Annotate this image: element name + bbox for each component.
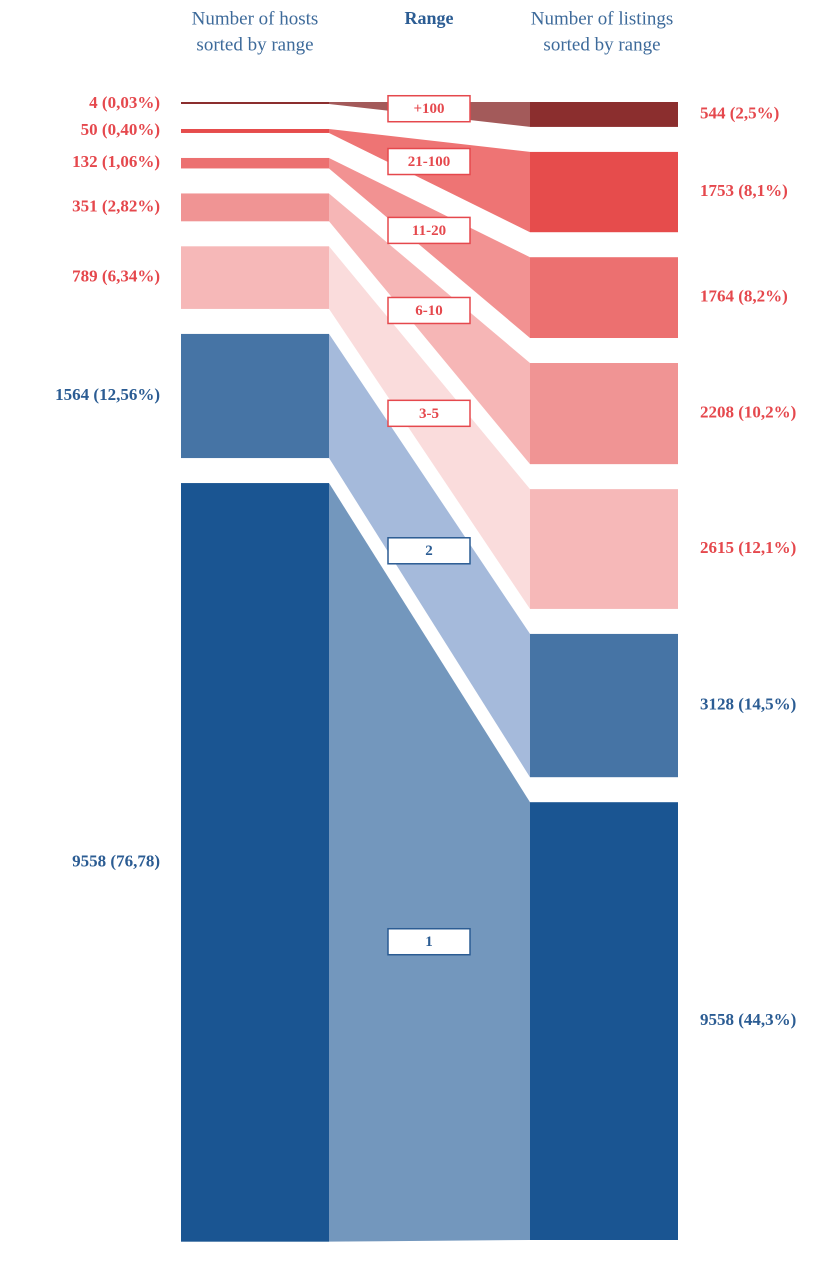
value-label: 132 (1,06%) (72, 152, 160, 171)
bar (181, 129, 329, 133)
value-label: 4 (0,03%) (89, 93, 160, 112)
flow (329, 157, 530, 339)
range-box (387, 537, 471, 565)
range-header: Range (405, 8, 454, 28)
value-label: 1564 (12,56%) (55, 385, 160, 404)
value-label: 1764 (8,2%) (700, 287, 788, 306)
bar (530, 802, 678, 1240)
bar (530, 102, 678, 127)
bar (181, 246, 329, 309)
bar (181, 483, 329, 1242)
bar (530, 257, 678, 339)
value-label: 544 (2,5%) (700, 103, 779, 122)
range-box (387, 216, 471, 245)
range-label: 1 (425, 934, 433, 950)
bar (530, 489, 678, 609)
flow (329, 129, 530, 233)
range-label: 6-10 (415, 303, 443, 319)
value-label: 351 (2,82%) (72, 196, 160, 215)
range-label: 11-20 (412, 223, 446, 239)
value-label: 50 (0,40%) (81, 120, 160, 139)
value-label: 789 (6,34%) (72, 267, 160, 286)
range-box (387, 94, 471, 123)
bar (530, 151, 678, 233)
range-label: 3-5 (419, 406, 439, 422)
bar (181, 102, 329, 104)
value-label: 9558 (76,78) (72, 851, 160, 870)
range-box (387, 296, 471, 325)
column-header: Number of listings (531, 8, 674, 29)
flow (329, 483, 530, 1242)
value-label: 3128 (14,5%) (700, 694, 796, 713)
value-label: 1753 (8,1%) (700, 181, 788, 200)
range-box (387, 147, 471, 176)
bar (181, 157, 329, 169)
range-label: 21-100 (408, 154, 451, 170)
range-box (387, 399, 471, 428)
bar (181, 193, 329, 222)
bar (181, 333, 329, 459)
bar (530, 633, 678, 778)
column-header: Number of hosts (192, 8, 319, 29)
flow (329, 246, 530, 609)
flow (329, 193, 530, 465)
value-label: 2615 (12,1%) (700, 538, 796, 557)
range-label: +100 (413, 101, 444, 117)
value-label: 9558 (44,3%) (700, 1010, 796, 1029)
range-box (387, 927, 471, 956)
range-label: 2 (425, 543, 433, 559)
column-header: sorted by range (543, 34, 660, 55)
bar (530, 363, 678, 465)
value-label: 2208 (10,2%) (700, 402, 796, 421)
column-header: sorted by range (196, 34, 313, 55)
